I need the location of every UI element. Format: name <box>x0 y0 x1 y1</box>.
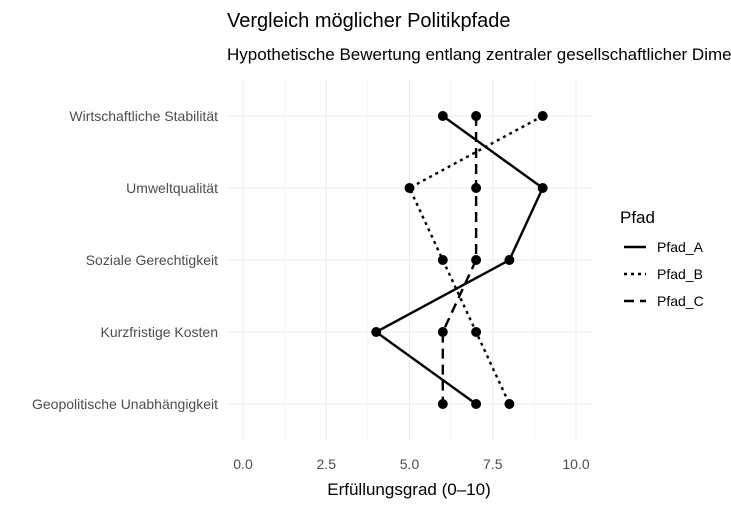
data-points <box>371 111 548 409</box>
x-tick-label: 7.5 <box>483 456 503 472</box>
data-point <box>471 111 482 121</box>
data-point <box>537 183 548 193</box>
data-point <box>437 399 448 409</box>
legend-label: Pfad_C <box>657 293 704 309</box>
x-tick-label: 5.0 <box>400 456 420 472</box>
data-point <box>471 399 482 409</box>
y-category-label: Umweltqualität <box>126 180 218 196</box>
legend-label: Pfad_B <box>657 266 703 282</box>
y-category-label: Kurzfristige Kosten <box>101 324 219 340</box>
data-point <box>471 183 482 193</box>
x-tick-label: 0.0 <box>233 456 253 472</box>
data-point <box>371 327 382 337</box>
y-category-label: Wirtschaftliche Stabilität <box>69 108 218 124</box>
series-line-pfad-b <box>407 114 544 405</box>
data-point <box>504 399 515 409</box>
chart-subtitle: Hypothetische Bewertung entlang zentrale… <box>227 45 731 64</box>
y-category-label: Soziale Gerechtigkeit <box>86 252 218 268</box>
legend-title: Pfad <box>620 208 655 227</box>
y-axis-categories: Wirtschaftliche Stabilität Umweltqualität… <box>32 108 218 412</box>
x-axis-title: Erfüllungsgrad (0–10) <box>327 480 490 499</box>
legend-label: Pfad_A <box>657 239 704 255</box>
data-point <box>404 183 415 193</box>
chart-title: Vergleich möglicher Politikpfade <box>227 10 511 32</box>
y-category-label: Geopolitische Unabhängigkeit <box>32 396 218 412</box>
data-point <box>437 111 448 121</box>
data-point <box>471 255 482 265</box>
legend-items: Pfad_A Pfad_B Pfad_C <box>624 239 704 309</box>
legend: Pfad Pfad_A Pfad_B Pfad_C <box>620 208 704 309</box>
data-point <box>537 111 548 121</box>
x-tick-label: 10.0 <box>562 456 589 472</box>
data-point <box>437 327 448 337</box>
data-point <box>437 255 448 265</box>
x-tick-label: 2.5 <box>317 456 337 472</box>
x-axis-ticks: 0.0 2.5 5.0 7.5 10.0 <box>233 456 590 472</box>
data-point <box>471 327 482 337</box>
data-point <box>504 255 515 265</box>
grid <box>227 80 592 440</box>
